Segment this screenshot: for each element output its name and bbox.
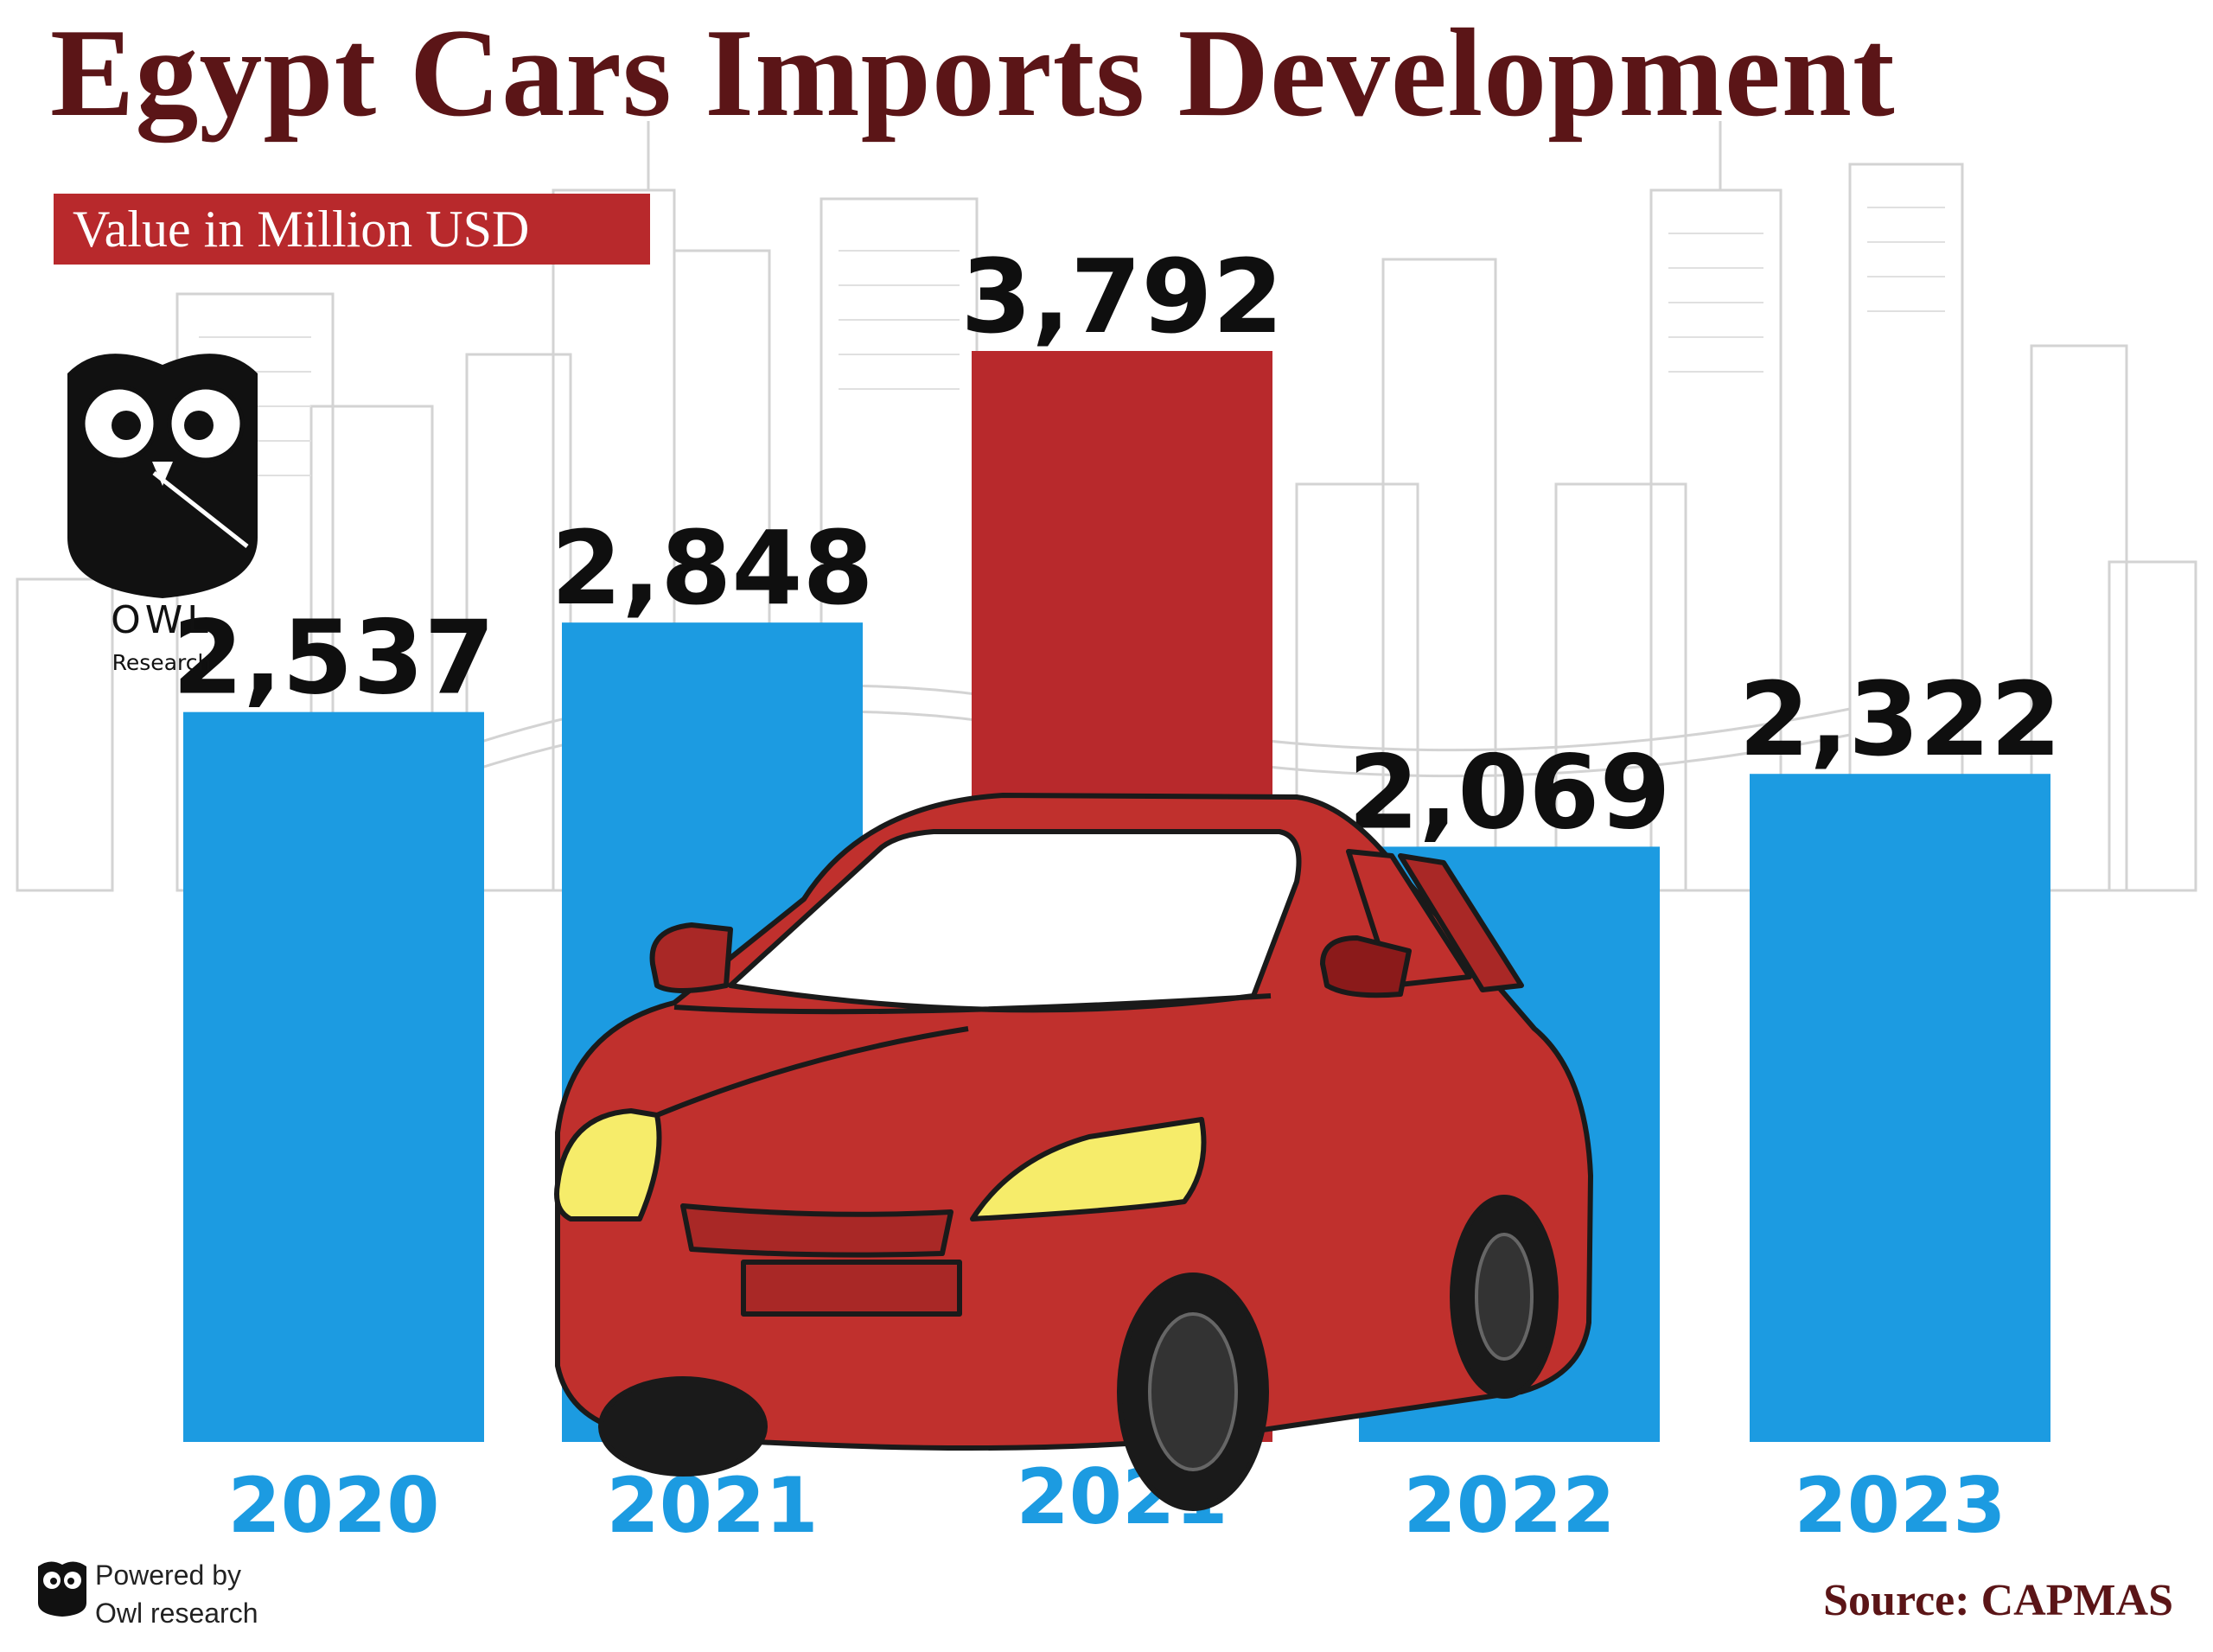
value-label: 2,537 [172,598,494,718]
x-tick-label: 2023 [1795,1461,2006,1550]
owl-logo-icon [67,354,258,598]
car-illustration [554,793,1593,1511]
value-label: 2,848 [551,508,873,628]
x-tick-label: 2020 [228,1461,440,1550]
value-label: 2,069 [1348,732,1670,852]
powered-by-text: Powered by Owl research [95,1556,258,1632]
powered-line-2: Owl research [95,1598,258,1629]
logo-subtext: Research [112,650,212,675]
bar-2020-0 [183,711,484,1442]
chart-subtitle: Value in Million USD [54,194,650,265]
owl-mini-icon [38,1561,86,1617]
bar-2023-4 [1750,774,2050,1442]
x-tick-label: 2022 [1404,1461,1616,1550]
powered-line-1: Powered by [95,1560,241,1591]
value-label: 2,322 [1738,660,2061,779]
value-label: 3,792 [960,237,1283,356]
source-note: Source: CAPMAS [1823,1576,2173,1625]
logo-wordmark: OWL [111,598,213,642]
x-tick-label: 2021 [607,1461,819,1550]
chart-title: Egypt Cars Imports Development [50,3,1896,143]
